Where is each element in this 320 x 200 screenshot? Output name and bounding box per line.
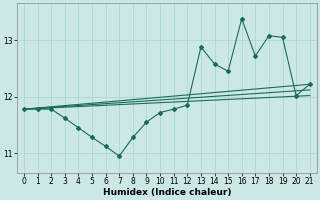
X-axis label: Humidex (Indice chaleur): Humidex (Indice chaleur) bbox=[103, 188, 231, 197]
